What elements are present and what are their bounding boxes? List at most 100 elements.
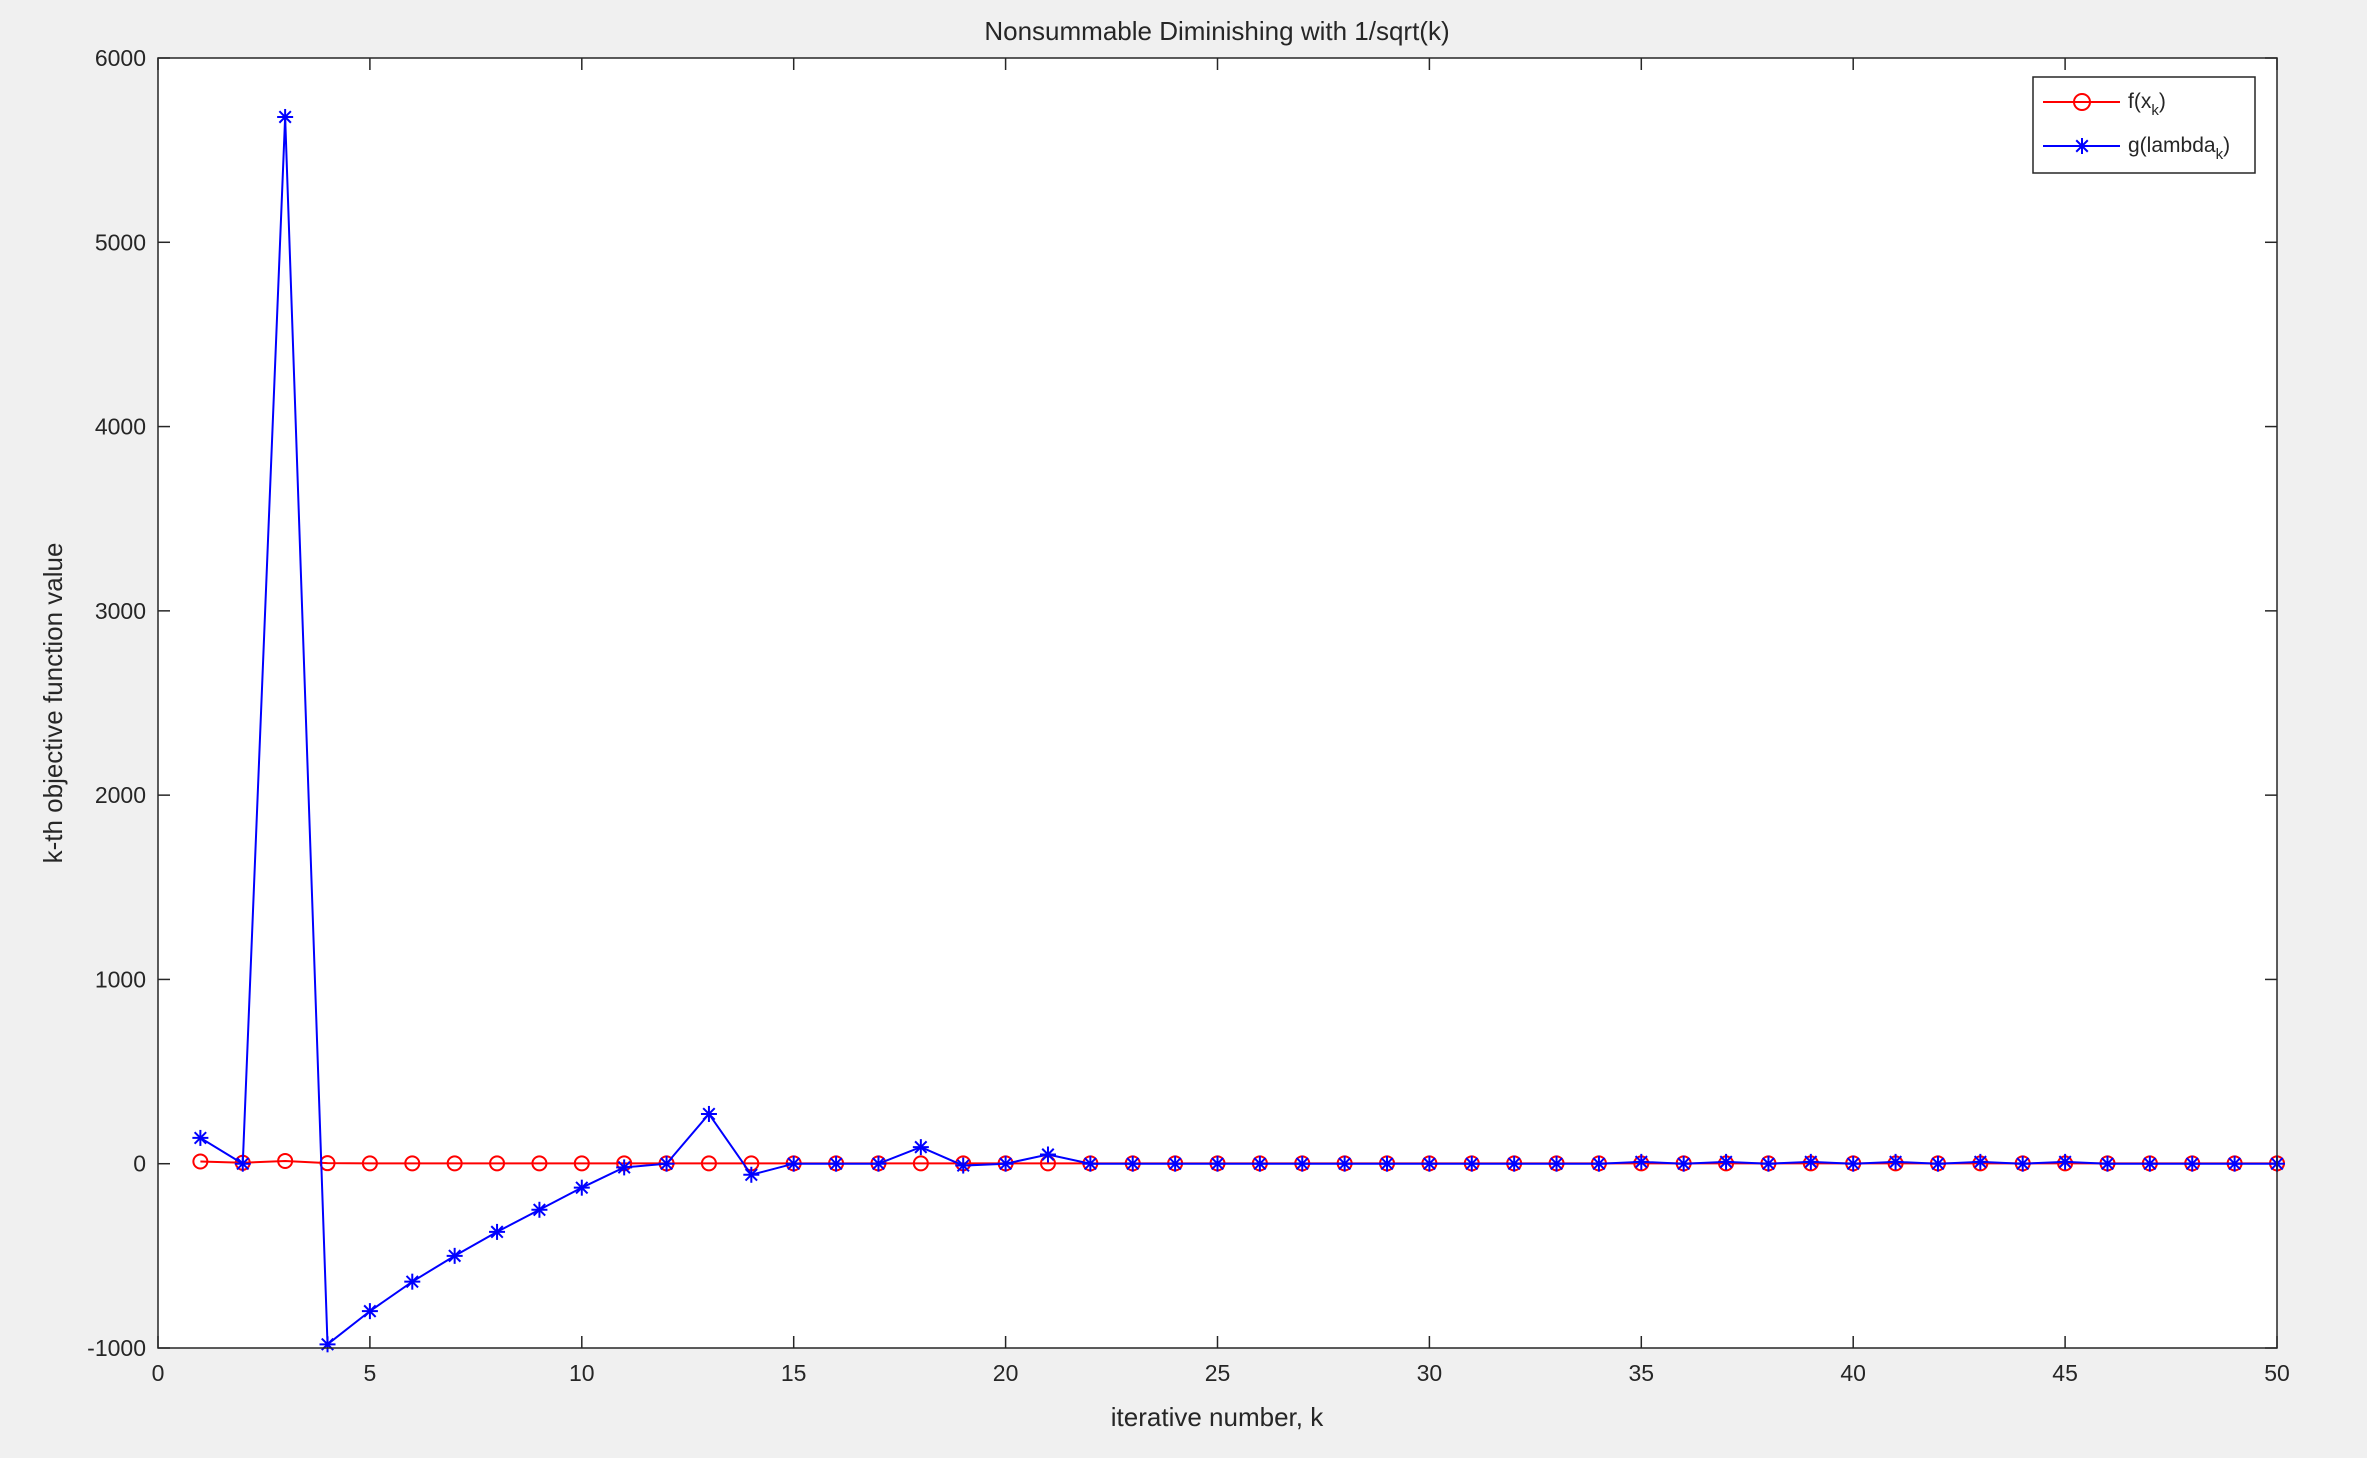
data-point: [573, 1179, 590, 1196]
legend-label-g-main: g(lambda: [2128, 134, 2216, 157]
legend-label-f-main: f(x: [2128, 90, 2152, 113]
data-point: [192, 1153, 209, 1170]
y-tick-labels: -1000 0 1000 2000 3000 4000 5000 6000: [87, 45, 146, 1361]
series-layer: [192, 108, 2285, 1353]
data-point: [1548, 1155, 1565, 1172]
data-point: [1929, 1155, 1946, 1172]
data-point: [1675, 1155, 1692, 1172]
data-point: [531, 1201, 548, 1218]
legend-label-g-sub: k: [2216, 146, 2224, 163]
y-tick-label: 5000: [95, 229, 146, 255]
x-tick-label: 5: [364, 1360, 377, 1386]
data-point: [192, 1129, 209, 1146]
data-point: [912, 1155, 929, 1172]
data-point: [912, 1139, 929, 1156]
data-point: [828, 1155, 845, 1172]
x-tick-label: 50: [2264, 1360, 2290, 1386]
data-point: [785, 1155, 802, 1172]
data-point: [1506, 1155, 1523, 1172]
data-point: [1039, 1146, 1056, 1163]
data-point: [489, 1155, 506, 1172]
data-point: [2226, 1155, 2243, 1172]
data-point: [319, 1336, 336, 1353]
y-tick-label: 4000: [95, 414, 146, 440]
data-point: [2141, 1155, 2158, 1172]
y-tick-label: 6000: [95, 45, 146, 71]
plot-area: [158, 58, 2277, 1348]
data-point: [1082, 1155, 1099, 1172]
chart-title: Nonsummable Diminishing with 1/sqrt(k): [984, 16, 1449, 46]
x-tick-label: 30: [1417, 1360, 1443, 1386]
data-point: [997, 1155, 1014, 1172]
data-point: [404, 1155, 421, 1172]
x-tick-label: 20: [993, 1360, 1019, 1386]
x-tick-label: 40: [1840, 1360, 1866, 1386]
data-point: [1802, 1153, 1819, 1170]
data-point: [1336, 1155, 1353, 1172]
data-point: [1887, 1153, 1904, 1170]
data-point: [234, 1155, 251, 1172]
data-point: [743, 1166, 760, 1183]
data-point: [1590, 1155, 1607, 1172]
data-point: [870, 1155, 887, 1172]
data-point: [1421, 1155, 1438, 1172]
data-point: [277, 108, 294, 125]
legend-label-g: g(lambdak): [2128, 134, 2230, 163]
data-point: [404, 1273, 421, 1290]
data-point: [1845, 1155, 1862, 1172]
data-point: [1124, 1155, 1141, 1172]
plot-frame: [157, 57, 2278, 1349]
data-point: [2099, 1155, 2116, 1172]
legend-marker-g: [2074, 138, 2090, 154]
data-point: [700, 1155, 717, 1172]
data-point: [1633, 1153, 1650, 1170]
x-tick-label: 35: [1629, 1360, 1655, 1386]
data-point: [2184, 1155, 2201, 1172]
data-point: [361, 1303, 378, 1320]
x-tick-label: 25: [1205, 1360, 1231, 1386]
data-point: [616, 1159, 633, 1176]
legend-label-f-tail: ): [2159, 90, 2166, 113]
y-tick-label: -1000: [87, 1335, 146, 1361]
data-point: [446, 1155, 463, 1172]
data-point: [1294, 1155, 1311, 1172]
data-point: [1718, 1153, 1735, 1170]
y-tick-label: 0: [133, 1151, 146, 1177]
data-point: [955, 1157, 972, 1174]
legend-label-f: f(xk): [2128, 90, 2166, 119]
legend-label-f-sub: k: [2151, 102, 2159, 119]
x-tick-label: 0: [152, 1360, 165, 1386]
data-point: [1209, 1155, 1226, 1172]
data-point: [446, 1247, 463, 1264]
x-tick-label: 45: [2052, 1360, 2078, 1386]
series-g: [192, 108, 2285, 1353]
data-point: [1972, 1153, 1989, 1170]
data-point: [2057, 1153, 2074, 1170]
y-tick-label: 1000: [95, 966, 146, 992]
data-point: [361, 1155, 378, 1172]
y-tick-label: 3000: [95, 598, 146, 624]
legend-box: [2032, 76, 2256, 174]
data-point: [1379, 1155, 1396, 1172]
data-point: [2014, 1155, 2031, 1172]
data-point: [700, 1105, 717, 1122]
legend-marker-f: [2073, 93, 2091, 111]
data-point: [277, 1152, 294, 1169]
data-point: [573, 1155, 590, 1172]
legend: f(xk) g(lambdak): [2032, 76, 2256, 174]
x-tick-labels: 0 5 10 15 20 25 30 35 40 45 50: [152, 1360, 2290, 1386]
x-tick-label: 15: [781, 1360, 807, 1386]
data-point: [531, 1155, 548, 1172]
y-axis-label: k-th objective function value: [38, 543, 68, 864]
data-point: [1167, 1155, 1184, 1172]
legend-label-g-tail: ): [2223, 134, 2230, 157]
data-point: [489, 1223, 506, 1240]
x-tick-label: 10: [569, 1360, 595, 1386]
data-point: [658, 1155, 675, 1172]
y-tick-label: 2000: [95, 782, 146, 808]
data-point: [1760, 1155, 1777, 1172]
data-point: [1251, 1155, 1268, 1172]
data-point: [1463, 1155, 1480, 1172]
x-axis-label: iterative number, k: [1111, 1402, 1324, 1432]
